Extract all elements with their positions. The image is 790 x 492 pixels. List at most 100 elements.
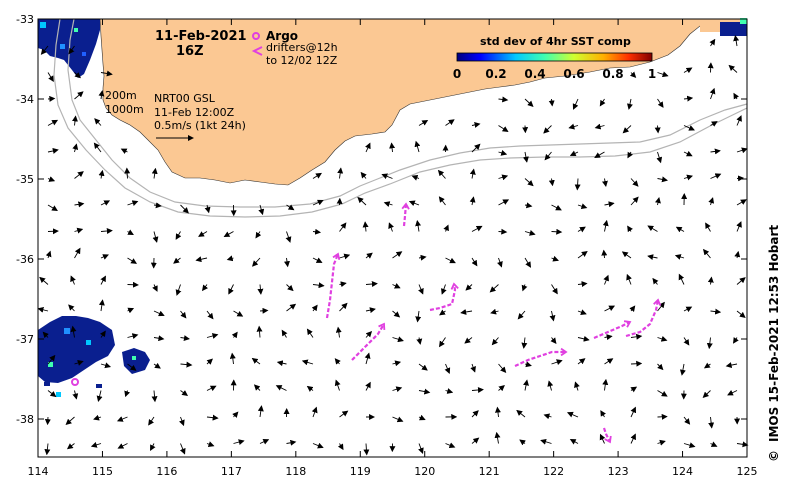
current-vector (707, 276, 714, 285)
current-vector (471, 387, 484, 393)
current-vector (736, 221, 742, 232)
x-tick-label: 124 (672, 465, 693, 478)
current-vector (259, 439, 270, 445)
current-vector (602, 378, 609, 391)
current-vector (127, 229, 134, 236)
current-vector (198, 231, 208, 237)
current-vector (733, 337, 739, 344)
current-vector (471, 437, 480, 444)
current-vector (90, 441, 102, 448)
current-vector (252, 257, 261, 267)
current-vector (524, 178, 534, 187)
y-axis: -33 -34 -35 -36 -37 -38 (16, 13, 747, 426)
current-vector (574, 178, 581, 191)
current-vector (657, 71, 669, 78)
current-vector (471, 257, 478, 267)
current-vector (286, 204, 295, 211)
current-vector (362, 221, 369, 232)
current-vector (206, 414, 219, 421)
current-vector (577, 281, 588, 288)
current-vector (599, 433, 606, 444)
current-vector (258, 204, 265, 216)
current-vector (523, 379, 529, 391)
x-tick-label: 123 (608, 465, 629, 478)
copyright-symbol: © (767, 450, 781, 462)
current-vector (524, 257, 532, 268)
current-vector (45, 250, 52, 259)
current-vector (392, 251, 403, 259)
current-vector (522, 151, 529, 163)
current-vector (206, 441, 215, 447)
current-vector (577, 226, 586, 233)
current-vector (594, 151, 605, 158)
current-vector (524, 230, 536, 236)
current-vector (734, 250, 741, 259)
current-vector (577, 358, 586, 365)
current-vector (725, 362, 738, 369)
current-vector (47, 148, 59, 154)
current-vector (70, 275, 76, 285)
current-vector (93, 142, 102, 153)
current-vector (306, 385, 314, 392)
current-vector (702, 248, 711, 259)
y-tick-label: -35 (16, 173, 34, 186)
current-vector (392, 310, 401, 318)
current-vector (392, 283, 401, 289)
drifters-legend-time: to 12/02 12Z (266, 54, 338, 67)
current-vector (551, 284, 558, 295)
current-vector (544, 151, 552, 161)
colorbar-tick-label: 0 (453, 67, 461, 81)
x-tick-label: 119 (350, 465, 371, 478)
current-vector (736, 115, 742, 126)
drifter-legend-icon (251, 46, 263, 56)
current-vector (285, 231, 292, 243)
current-vector (312, 228, 322, 235)
current-vector (683, 442, 696, 449)
current-vector (94, 118, 102, 126)
current-vector (709, 38, 716, 47)
current-vector (657, 176, 668, 183)
current-vector (229, 352, 236, 365)
current-vector (100, 227, 113, 234)
current-vector (408, 200, 420, 207)
current-vector (117, 443, 128, 449)
current-vector (364, 352, 371, 365)
current-vector (460, 309, 473, 315)
current-vector (594, 123, 605, 130)
current-vector (418, 414, 426, 421)
current-vector (524, 202, 533, 209)
current-vector (152, 284, 158, 292)
current-vector (74, 247, 81, 259)
current-vector (498, 174, 509, 181)
current-vector (621, 251, 632, 259)
current-vector (259, 307, 269, 314)
current-vector (201, 284, 208, 292)
colorbar-tick-label: 1 (648, 67, 656, 81)
current-vector (74, 227, 84, 234)
current-vector (418, 443, 424, 454)
current-vector (703, 362, 711, 369)
current-vector (124, 167, 131, 179)
drifter-head (560, 347, 568, 357)
current-vector (728, 64, 738, 73)
current-vector (630, 433, 636, 444)
argo-legend-label: Argo (266, 29, 298, 43)
current-vector (415, 219, 422, 232)
current-vector (223, 231, 234, 238)
x-tick-label: 122 (543, 465, 564, 478)
current-vector (360, 171, 367, 179)
drifter-head (332, 252, 341, 261)
current-vector (180, 310, 187, 319)
current-vector (416, 337, 423, 345)
current-vector (678, 273, 685, 285)
current-vector (569, 439, 579, 445)
current-vector (498, 149, 508, 156)
drifter-head (450, 282, 459, 290)
current-vector (66, 443, 75, 450)
current-vector (74, 91, 84, 100)
current-vector (708, 197, 715, 206)
drifter-track (351, 323, 385, 361)
current-vector (334, 358, 341, 365)
current-vector (652, 277, 659, 285)
current-vector (465, 284, 473, 291)
